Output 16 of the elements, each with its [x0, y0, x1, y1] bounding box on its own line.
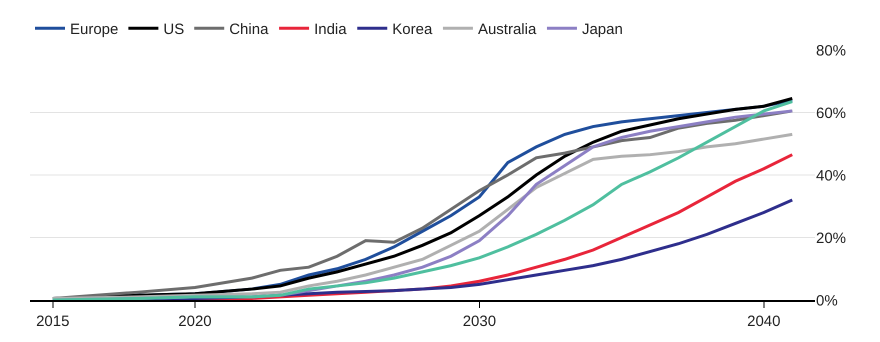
y-tick-label: 20%: [816, 230, 846, 247]
x-tick-label: 2040: [747, 313, 780, 330]
legend-label: Korea: [392, 21, 433, 38]
legend-label: Japan: [582, 21, 623, 38]
y-tick-label: 60%: [816, 104, 846, 122]
y-tick-label: 40%: [816, 167, 846, 184]
x-tick-label: 2020: [178, 313, 212, 330]
y-tick-label: 80%: [816, 42, 846, 60]
legend-label: India: [314, 21, 348, 38]
x-tick-label: 2015: [36, 313, 70, 330]
legend-label: US: [163, 21, 184, 38]
legend-label: Australia: [478, 21, 537, 38]
y-tick-label: 0%: [816, 292, 838, 310]
x-tick-label: 2030: [462, 313, 496, 330]
legend-label: Europe: [70, 21, 118, 38]
legend-label: China: [229, 21, 270, 38]
